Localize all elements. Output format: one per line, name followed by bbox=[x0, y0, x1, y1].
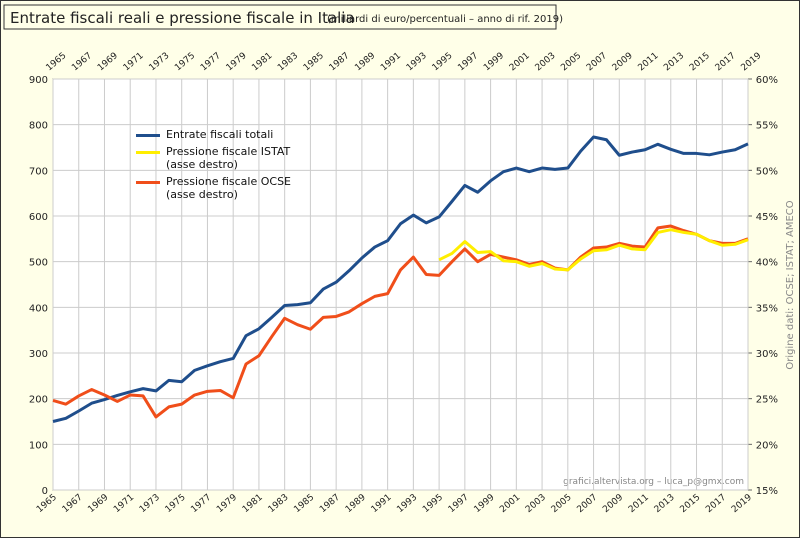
source-note: Origine dati: OCSE; ISTAT; AMECO bbox=[785, 200, 796, 369]
legend-label: Pressione fiscale OCSE (asse destro) bbox=[166, 175, 292, 201]
legend: Entrate fiscali totali Pressione fiscale … bbox=[136, 128, 306, 205]
y-tick-label: 700 bbox=[29, 166, 48, 177]
credit: grafici.altervista.org – luca_p@gmx.com bbox=[563, 477, 744, 487]
chart-title: Entrate fiscali reali e pressione fiscal… bbox=[10, 9, 355, 27]
y-tick-label: 900 bbox=[29, 75, 48, 86]
legend-label: Pressione fiscale ISTAT (asse destro) bbox=[166, 145, 291, 171]
series-line bbox=[438, 228, 749, 272]
y2-tick-label: 30% bbox=[756, 349, 778, 360]
y-tick-label: 600 bbox=[29, 212, 48, 223]
chart-subtitle: (miliardi di euro/percentuali – anno di … bbox=[327, 14, 563, 25]
y2-tick-label: 60% bbox=[756, 75, 778, 86]
y-tick-label: 200 bbox=[29, 395, 48, 406]
y2-tick-label: 40% bbox=[756, 258, 778, 269]
y2-tick-label: 50% bbox=[756, 166, 778, 177]
series-line bbox=[52, 224, 749, 419]
legend-swatch bbox=[136, 134, 160, 137]
legend-item: Pressione fiscale OCSE (asse destro) bbox=[136, 175, 306, 201]
y2-tick-label: 25% bbox=[756, 395, 778, 406]
y-tick-label: 0 bbox=[42, 486, 48, 497]
y-tick-label: 500 bbox=[29, 258, 48, 269]
legend-label: Entrate fiscali totali bbox=[166, 128, 274, 141]
y2-tick-label: 15% bbox=[756, 486, 778, 497]
legend-swatch bbox=[136, 151, 160, 154]
legend-item: Pressione fiscale ISTAT (asse destro) bbox=[136, 145, 306, 171]
y2-tick-label: 35% bbox=[756, 303, 778, 314]
y-tick-label: 100 bbox=[29, 440, 48, 451]
y-tick-label: 800 bbox=[29, 121, 48, 132]
y2-tick-label: 45% bbox=[756, 212, 778, 223]
y-tick-label: 300 bbox=[29, 349, 48, 360]
legend-item: Entrate fiscali totali bbox=[136, 128, 306, 141]
y2-tick-label: 20% bbox=[756, 440, 778, 451]
y-tick-label: 400 bbox=[29, 303, 48, 314]
legend-swatch bbox=[136, 181, 160, 184]
y2-tick-label: 55% bbox=[756, 121, 778, 132]
title-box bbox=[3, 4, 557, 30]
series-line bbox=[52, 135, 749, 423]
